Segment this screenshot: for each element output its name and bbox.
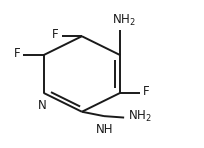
Text: F: F <box>52 28 59 41</box>
Text: NH: NH <box>96 123 114 136</box>
Text: F: F <box>14 47 20 60</box>
Text: F: F <box>143 85 150 98</box>
Text: NH$_2$: NH$_2$ <box>128 109 152 124</box>
Text: NH$_2$: NH$_2$ <box>112 13 136 28</box>
Text: N: N <box>38 99 47 112</box>
